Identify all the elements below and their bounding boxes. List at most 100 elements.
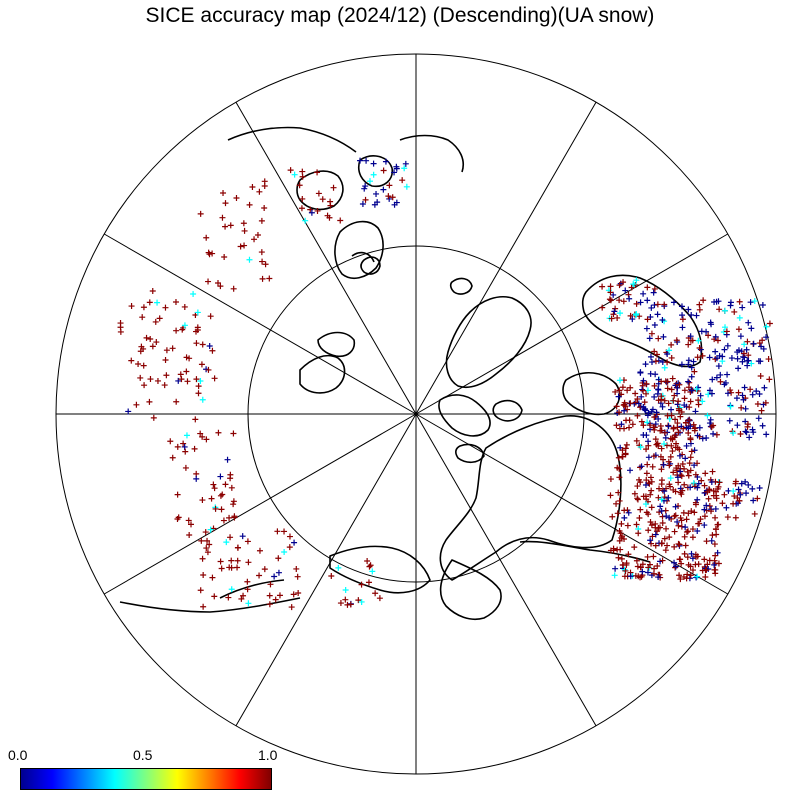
- accuracy-marker: [611, 308, 618, 315]
- accuracy-marker: [658, 496, 665, 503]
- accuracy-marker: [647, 519, 654, 526]
- accuracy-marker: [719, 500, 726, 507]
- accuracy-marker: [756, 390, 763, 397]
- accuracy-marker: [357, 157, 364, 164]
- accuracy-marker: [667, 475, 674, 482]
- accuracy-marker: [173, 398, 180, 405]
- accuracy-marker: [246, 256, 253, 263]
- accuracy-marker: [308, 209, 315, 216]
- accuracy-marker: [625, 551, 632, 558]
- accuracy-marker: [328, 573, 335, 580]
- accuracy-marker: [678, 560, 685, 567]
- accuracy-marker: [687, 484, 694, 491]
- accuracy-marker: [358, 598, 365, 605]
- accuracy-marker: [220, 190, 227, 197]
- accuracy-marker: [689, 526, 696, 533]
- meridian-line: [235, 101, 417, 415]
- accuracy-marker: [686, 460, 693, 467]
- accuracy-marker: [651, 302, 658, 309]
- accuracy-marker: [234, 564, 241, 571]
- accuracy-marker: [738, 404, 745, 411]
- accuracy-marker: [616, 282, 623, 289]
- colorbar-label-min: 0.0: [8, 747, 28, 763]
- accuracy-marker: [728, 355, 735, 362]
- accuracy-marker: [763, 334, 770, 341]
- accuracy-marker: [715, 363, 722, 370]
- accuracy-marker: [234, 544, 241, 551]
- accuracy-marker: [658, 393, 665, 400]
- accuracy-marker: [655, 386, 662, 393]
- accuracy-marker: [720, 329, 727, 336]
- accuracy-marker: [672, 564, 679, 571]
- accuracy-marker: [358, 581, 365, 588]
- accuracy-marker: [671, 559, 678, 566]
- accuracy-marker: [644, 316, 651, 323]
- accuracy-marker: [622, 567, 629, 574]
- accuracy-marker: [734, 494, 741, 501]
- accuracy-marker: [715, 560, 722, 567]
- accuracy-marker: [731, 308, 738, 315]
- accuracy-marker: [288, 604, 295, 611]
- accuracy-marker: [668, 354, 675, 361]
- accuracy-marker: [327, 198, 334, 205]
- accuracy-marker: [651, 393, 658, 400]
- accuracy-marker: [620, 298, 627, 305]
- accuracy-marker: [180, 440, 187, 447]
- accuracy-marker: [210, 481, 217, 488]
- accuracy-marker: [702, 470, 709, 477]
- accuracy-marker: [612, 565, 619, 572]
- accuracy-marker: [648, 487, 655, 494]
- accuracy-marker: [149, 288, 156, 295]
- accuracy-marker: [193, 340, 200, 347]
- accuracy-marker: [210, 525, 217, 532]
- accuracy-marker: [648, 330, 655, 337]
- accuracy-marker: [696, 520, 703, 527]
- accuracy-marker: [224, 456, 231, 463]
- accuracy-marker: [195, 383, 202, 390]
- accuracy-marker: [244, 538, 251, 545]
- accuracy-marker: [211, 375, 218, 382]
- accuracy-marker: [606, 296, 613, 303]
- accuracy-marker: [622, 450, 629, 457]
- accuracy-marker: [634, 483, 641, 490]
- accuracy-marker: [244, 586, 251, 593]
- accuracy-marker: [735, 347, 742, 354]
- accuracy-marker: [741, 384, 748, 391]
- accuracy-marker: [751, 510, 758, 517]
- accuracy-marker: [169, 454, 176, 461]
- accuracy-marker: [677, 556, 684, 563]
- accuracy-marker: [702, 573, 709, 580]
- accuracy-marker: [716, 306, 723, 313]
- accuracy-marker: [701, 482, 708, 489]
- accuracy-marker: [658, 540, 665, 547]
- accuracy-marker: [172, 298, 179, 305]
- accuracy-marker: [687, 467, 694, 474]
- accuracy-marker: [204, 537, 211, 544]
- accuracy-marker: [694, 484, 701, 491]
- accuracy-marker: [652, 531, 659, 538]
- accuracy-marker: [182, 448, 189, 455]
- accuracy-marker: [651, 414, 658, 421]
- accuracy-marker: [221, 254, 228, 261]
- accuracy-marker: [693, 312, 700, 319]
- accuracy-marker: [681, 387, 688, 394]
- accuracy-marker: [709, 532, 716, 539]
- accuracy-marker: [691, 462, 698, 469]
- accuracy-marker: [182, 464, 189, 471]
- accuracy-marker: [728, 389, 735, 396]
- accuracy-marker: [711, 561, 718, 568]
- meridian-line: [415, 233, 729, 415]
- accuracy-marker: [678, 473, 685, 480]
- accuracy-marker: [673, 467, 680, 474]
- accuracy-marker: [135, 360, 142, 367]
- accuracy-marker: [712, 505, 719, 512]
- accuracy-marker: [653, 528, 660, 535]
- accuracy-marker: [259, 275, 266, 282]
- accuracy-marker: [762, 399, 769, 406]
- accuracy-marker: [674, 474, 681, 481]
- map-title: SICE accuracy map (2024/12) (Descending)…: [145, 4, 655, 27]
- accuracy-marker: [661, 397, 668, 404]
- accuracy-marker: [658, 466, 665, 473]
- accuracy-marker: [238, 595, 245, 602]
- accuracy-marker: [228, 586, 235, 593]
